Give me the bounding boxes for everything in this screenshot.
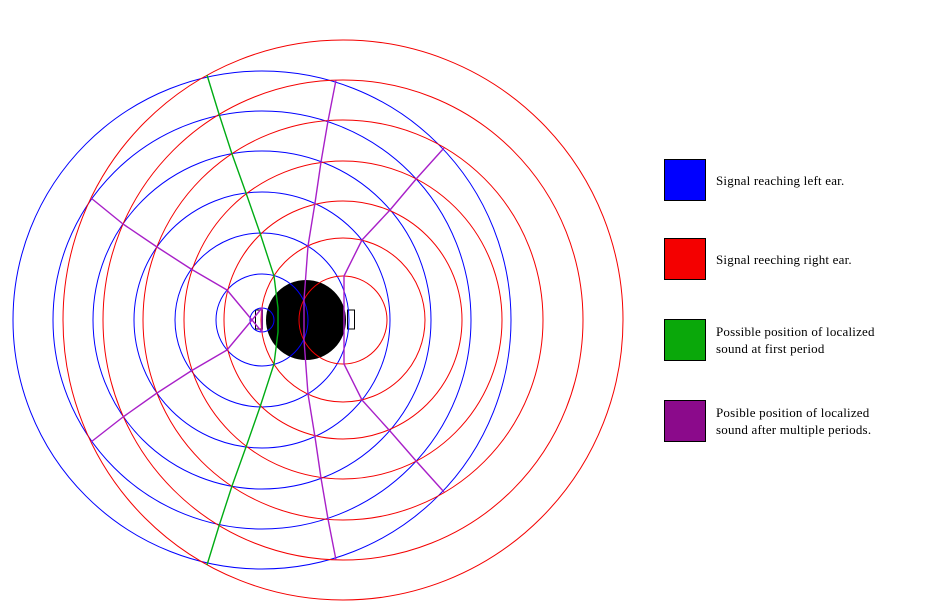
right-ear-wavefront-circle bbox=[183, 160, 503, 480]
right-ear-wavefront-circle bbox=[142, 119, 544, 521]
right-ear-wavefront-circle bbox=[62, 39, 624, 601]
right-ear-wavefront-circle bbox=[298, 275, 388, 365]
multi-period-locus-branch bbox=[343, 147, 445, 493]
right-ear-wavefront-circle bbox=[223, 200, 463, 440]
left-ear-wavefront-circle bbox=[12, 70, 512, 570]
left-ear-wavefronts bbox=[12, 70, 512, 570]
left-ear-wavefront-circle bbox=[215, 273, 309, 367]
multi-period-locus-branch bbox=[303, 79, 337, 561]
multi-period-loci bbox=[90, 79, 445, 561]
left-ear-wavefront-circle bbox=[52, 110, 472, 530]
left-ear-wavefront-circle bbox=[133, 191, 391, 449]
head bbox=[266, 280, 346, 360]
right-ear bbox=[347, 309, 355, 330]
right-ear-wavefront-circle bbox=[260, 237, 426, 403]
right-ear-wavefront-circle bbox=[102, 79, 584, 561]
first-period-locus bbox=[206, 74, 279, 566]
multi-period-locus-branch bbox=[90, 197, 263, 443]
left-ear-wavefront-circle bbox=[92, 150, 432, 490]
head-group bbox=[255, 280, 355, 360]
right-ear-wavefronts bbox=[62, 39, 624, 601]
first-period-locus-curve bbox=[206, 74, 279, 566]
